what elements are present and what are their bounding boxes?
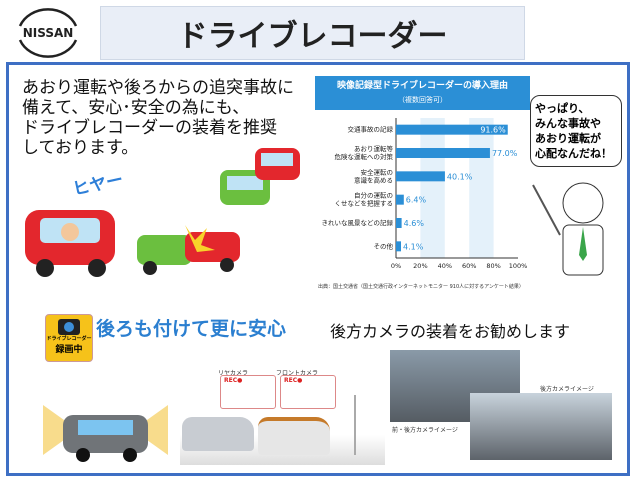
camera-diagram: リヤカメラ フロントカメラ REC● REC● <box>180 365 385 465</box>
bubble-line: 心配なんだね！ <box>535 147 612 160</box>
dashcam-sticker: ドライブレコーダー 録画中 <box>45 314 93 362</box>
bar <box>396 194 404 205</box>
bubble-line: みんな事故や <box>535 117 601 130</box>
intro-line: ドライブレコーダーの装着を推奨 <box>22 118 277 138</box>
page-title: ドライブレコーダー <box>100 6 525 60</box>
bar <box>396 171 445 182</box>
bar <box>396 148 490 158</box>
data-label: 77.0% <box>492 149 518 158</box>
bubble-line: あおり運転が <box>535 132 601 145</box>
sticker-line2: 録画中 <box>55 345 83 355</box>
bubble-line: やっぱり、 <box>535 102 590 115</box>
svg-text:NISSAN: NISSAN <box>23 26 74 40</box>
rec-indicator: REC● <box>224 377 243 384</box>
bar-chart: 映像記録型ドライブレコーダーの導入理由 （複数回答可） 交通事故の記録 91.6% あ… <box>315 76 530 290</box>
car-accident-illustration <box>25 148 300 277</box>
bar <box>396 218 402 228</box>
data-label: 4.1% <box>403 242 424 251</box>
x-tick-label: 40% <box>438 262 452 270</box>
rec-indicator: REC● <box>284 377 303 384</box>
chart-title: 映像記録型ドライブレコーダーの導入理由 （複数回答可） <box>315 76 530 110</box>
rear-camera-view: REC● <box>220 375 276 409</box>
rear-photo-label: 後方カメライメージ <box>540 386 594 393</box>
content-frame <box>6 62 630 476</box>
category-label: 危険な運転への対策 <box>335 152 394 161</box>
speech-bubble: やっぱり、 みんな事故や あおり運転が 心配なんだね！ <box>530 95 622 167</box>
section-heading: 後ろも付けて更に安心 <box>96 318 287 340</box>
rear-camera-label: リヤカメラ <box>218 370 249 377</box>
rear-camera-photo <box>470 393 612 460</box>
x-tick-label: 60% <box>462 262 476 270</box>
category-label: 交通事故の記録 <box>348 125 394 134</box>
category-label: その他 <box>374 241 394 250</box>
data-label: 91.6% <box>480 126 506 135</box>
recommend-text: 後方カメラの装着をお勧めします <box>330 322 571 341</box>
data-label: 6.4% <box>406 196 427 205</box>
x-tick-label: 20% <box>413 262 427 270</box>
data-label: 40.1% <box>447 172 473 181</box>
category-label: 意識を高める <box>354 175 393 184</box>
chart-subtitle: （複数回答可） <box>398 96 447 104</box>
category-label: 安全運転の <box>361 167 394 176</box>
front-camera-label: フロントカメラ <box>276 370 319 377</box>
grid-band <box>469 118 494 258</box>
intro-line: しております。 <box>22 138 139 158</box>
rear-car <box>182 417 254 451</box>
chart-title-text: 映像記録型ドライブレコーダーの導入理由 <box>336 81 508 91</box>
traffic-light <box>354 395 356 455</box>
intro-line: 備えて、安心･安全の為にも、 <box>22 98 250 118</box>
intro-text: あおり運転や後ろからの追突事故に 備えて、安心･安全の為にも、 ドライブレコーダ… <box>22 78 312 158</box>
x-tick-label: 100% <box>509 262 528 270</box>
front-camera-view: REC● <box>280 375 336 409</box>
front-rear-photo-label: 前・後方カメライメージ <box>392 427 458 434</box>
category-label: 自分の運転の <box>354 191 393 200</box>
presenter-illustration <box>532 182 604 276</box>
nissan-logo: NISSAN <box>18 8 78 58</box>
grid-band <box>420 118 445 258</box>
category-label: くせなどを把握する <box>335 199 394 208</box>
x-tick-label: 80% <box>486 262 500 270</box>
camera-icon <box>58 319 80 335</box>
data-label: 4.6% <box>404 219 425 228</box>
category-label: あおり運転等 <box>354 144 394 153</box>
intro-line: あおり運転や後ろからの追突事故に <box>22 78 294 98</box>
bar <box>396 124 508 135</box>
front-car <box>258 417 330 455</box>
chart-source: 出典：国土交通省（国土交通行政インターネットモニター 910人に対するアンケート… <box>318 284 524 290</box>
car-camera-illustration <box>43 405 168 462</box>
x-tick-label: 0% <box>391 262 401 270</box>
category-label: きれいな風景などの記録 <box>322 218 394 227</box>
bar <box>396 241 402 252</box>
sticker-line1: ドライブレコーダー <box>46 336 92 342</box>
